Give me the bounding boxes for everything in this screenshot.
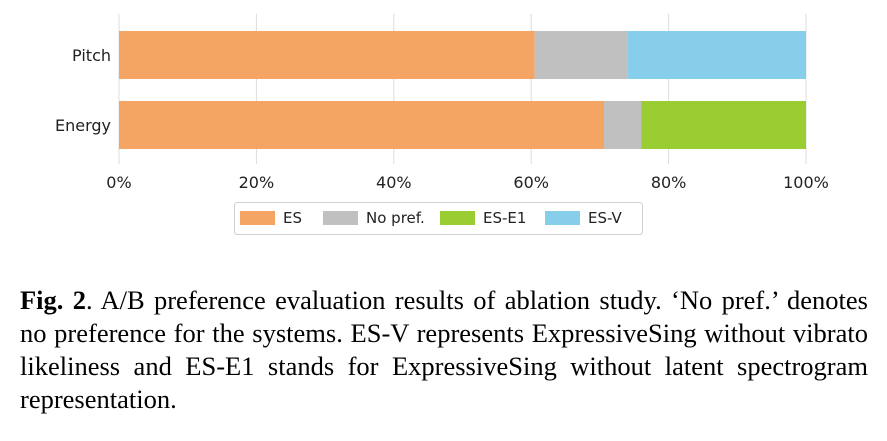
- figure-caption: Fig. 2. A/B preference evaluation result…: [20, 284, 868, 416]
- x-tick-label: 60%: [513, 173, 549, 192]
- legend-label: ES-V: [588, 209, 623, 227]
- bar-segment: [119, 31, 535, 79]
- bar-segments: [119, 31, 806, 149]
- bar-segment: [119, 101, 605, 149]
- x-tick-labels: 0% 20% 40% 60% 80% 100%: [106, 173, 829, 192]
- bar-segment: [641, 101, 806, 149]
- legend-label: ES: [283, 209, 302, 227]
- y-tick-label: Pitch: [72, 46, 111, 65]
- chart-legend: ES No pref. ES-E1 ES-V: [234, 202, 643, 235]
- legend-swatch: [545, 211, 580, 225]
- y-tick-labels: Pitch Energy: [55, 46, 111, 135]
- legend-swatch: [440, 211, 475, 225]
- x-tick-label: 40%: [376, 173, 412, 192]
- stacked-bar-chart: Pitch Energy 0% 20% 40% 60% 80% 100% ES No pref…: [55, 14, 829, 235]
- caption-label: Fig. 2: [20, 285, 86, 315]
- x-tick-label: 100%: [783, 173, 829, 192]
- caption-text: . A/B preference evaluation results of a…: [20, 285, 868, 414]
- legend-swatch: [323, 211, 358, 225]
- bar-segment: [604, 101, 642, 149]
- y-tick-label: Energy: [55, 116, 111, 135]
- x-tick-label: 80%: [651, 173, 687, 192]
- legend-box: [234, 202, 643, 235]
- x-tick-label: 0%: [106, 173, 131, 192]
- x-tick-label: 20%: [239, 173, 275, 192]
- bar-segment: [627, 31, 806, 79]
- legend-label: No pref.: [366, 209, 425, 227]
- legend-label: ES-E1: [483, 209, 526, 227]
- legend-swatch: [240, 211, 275, 225]
- bar-segment: [534, 31, 628, 79]
